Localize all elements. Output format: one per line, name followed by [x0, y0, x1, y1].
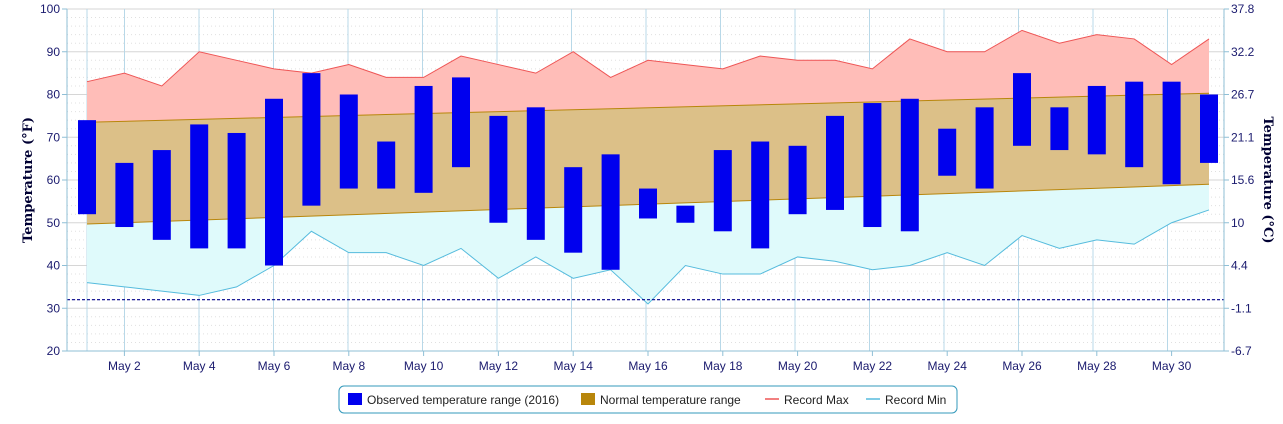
legend-swatch-1[interactable]: [581, 393, 595, 405]
y2-tick-label: 15.6: [1231, 173, 1255, 187]
observed-bar-may-24[interactable]: [938, 128, 957, 176]
y2-tick-label: -6.7: [1231, 344, 1252, 358]
y-tick-label: 60: [47, 173, 61, 187]
x-tick-label: May 24: [928, 359, 968, 373]
observed-bar-may-19[interactable]: [751, 141, 770, 249]
x-tick-label: May 2: [108, 359, 141, 373]
observed-bar-may-20[interactable]: [788, 145, 807, 215]
legend-label-3: Record Min: [885, 393, 946, 407]
observed-bar-may-10[interactable]: [414, 85, 433, 193]
legend-swatch-0[interactable]: [348, 393, 362, 405]
observed-bar-may-3[interactable]: [152, 150, 171, 240]
observed-bar-may-27[interactable]: [1050, 107, 1069, 151]
observed-bar-may-11[interactable]: [452, 77, 470, 168]
observed-bar-may-12[interactable]: [489, 115, 508, 223]
observed-bar-may-29[interactable]: [1125, 81, 1144, 168]
y-tick-label: 20: [47, 344, 61, 358]
y-tick-label: 50: [47, 216, 61, 230]
observed-bar-may-15[interactable]: [601, 154, 620, 270]
x-tick-label: May 18: [703, 359, 743, 373]
observed-bar-may-5[interactable]: [227, 132, 246, 249]
y2-axis-title: Temperature (°C): [1260, 116, 1275, 243]
observed-bar-may-13[interactable]: [526, 107, 545, 240]
y-tick-label: 40: [47, 259, 61, 273]
observed-bar-may-7[interactable]: [302, 73, 321, 206]
y2-tick-label: 21.1: [1231, 130, 1255, 144]
observed-bar-may-22[interactable]: [863, 103, 882, 228]
observed-bar-may-21[interactable]: [826, 115, 844, 210]
observed-bar-may-25[interactable]: [975, 107, 994, 189]
y2-tick-label: -1.1: [1231, 301, 1252, 315]
y2-tick-label: 37.8: [1231, 2, 1255, 16]
observed-bar-may-28[interactable]: [1087, 85, 1106, 155]
observed-bar-may-2[interactable]: [115, 162, 134, 228]
observed-bar-may-17[interactable]: [676, 205, 695, 223]
x-tick-label: May 8: [332, 359, 365, 373]
y2-tick-label: 26.7: [1231, 88, 1255, 102]
y-tick-label: 30: [47, 301, 61, 315]
x-tick-label: May 28: [1077, 359, 1117, 373]
x-tick-label: May 14: [554, 359, 594, 373]
observed-bar-may-31[interactable]: [1200, 94, 1218, 163]
y-tick-label: 70: [47, 130, 61, 144]
normal-range-band: [87, 93, 1209, 225]
x-tick-label: May 16: [628, 359, 668, 373]
x-tick-label: May 12: [479, 359, 519, 373]
record-max-band: [87, 30, 1209, 123]
observed-bar-may-26[interactable]: [1013, 73, 1031, 146]
observed-bar-may-9[interactable]: [377, 141, 396, 189]
legend-box: [338, 385, 958, 414]
x-tick-label: May 6: [258, 359, 291, 373]
observed-bar-may-1[interactable]: [78, 120, 96, 215]
legend-label-2: Record Max: [784, 393, 849, 407]
y2-tick-label: 10: [1231, 216, 1245, 230]
y2-tick-label: 4.4: [1231, 259, 1248, 273]
y-axis-title: Temperature (°F): [21, 117, 36, 243]
observed-bar-may-16[interactable]: [639, 188, 657, 219]
observed-bar-may-30[interactable]: [1162, 81, 1181, 185]
observed-bar-may-4[interactable]: [190, 124, 209, 249]
x-tick-label: May 4: [183, 359, 216, 373]
x-tick-label: May 20: [778, 359, 818, 373]
y-tick-label: 90: [47, 45, 61, 59]
y-tick-label: 100: [40, 2, 60, 16]
y2-tick-label: 32.2: [1231, 45, 1255, 59]
x-tick-label: May 10: [404, 359, 444, 373]
observed-bar-may-6[interactable]: [265, 98, 283, 266]
legend-label-1: Normal temperature range: [600, 393, 741, 407]
x-tick-label: May 26: [1002, 359, 1042, 373]
legend-label-0: Observed temperature range (2016): [367, 393, 559, 407]
x-tick-label: May 22: [853, 359, 893, 373]
observed-bar-may-14[interactable]: [564, 167, 583, 253]
observed-bar-may-18[interactable]: [713, 150, 732, 232]
observed-bar-may-23[interactable]: [900, 98, 919, 232]
observed-bar-may-8[interactable]: [339, 94, 358, 189]
x-tick-label: May 30: [1152, 359, 1192, 373]
record-max-line: [86, 29, 1210, 87]
y-tick-label: 80: [47, 88, 61, 102]
